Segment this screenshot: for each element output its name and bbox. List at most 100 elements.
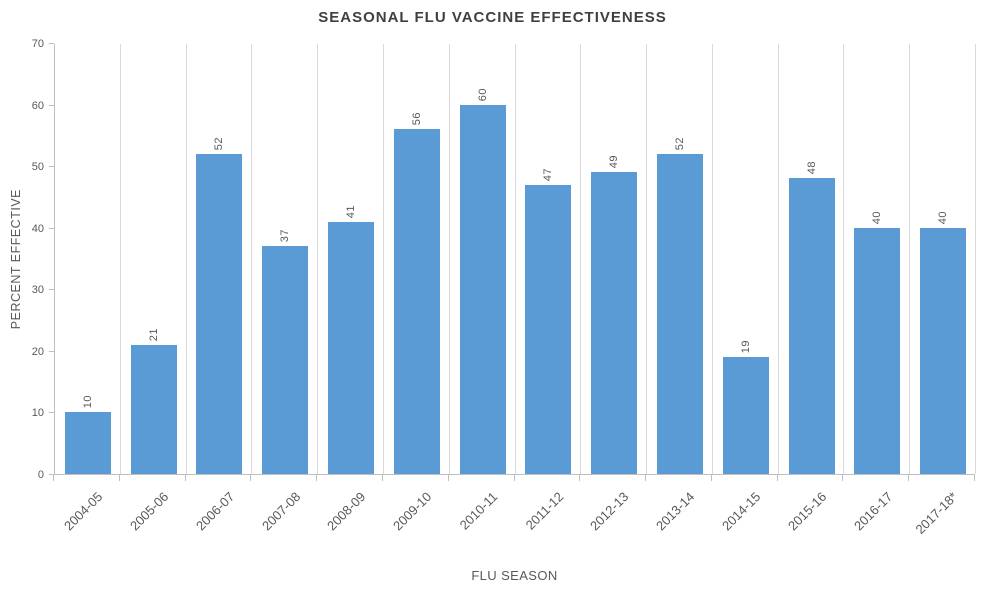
x-axis-tick xyxy=(645,475,647,481)
bar-value-label-wrap: 21 xyxy=(121,328,187,341)
bar-value-label: 40 xyxy=(937,210,950,224)
bar-2009-10 xyxy=(393,129,440,474)
y-tick-label: 50 xyxy=(31,161,44,174)
x-tick-label: 2008-09 xyxy=(324,489,369,534)
bar-value-label-wrap: 40 xyxy=(910,211,976,224)
bar-value-label: 37 xyxy=(279,228,292,242)
bar-2007-08 xyxy=(262,246,309,474)
bar-value-label: 47 xyxy=(542,167,555,181)
x-tick-label: 2007-08 xyxy=(258,489,303,534)
gridline xyxy=(382,44,384,474)
bar-value-label-wrap: 41 xyxy=(318,205,384,218)
bar-2015-16 xyxy=(788,178,835,474)
x-axis-title: FLU SEASON xyxy=(471,568,558,583)
chart-title: SEASONAL FLU VACCINE EFFECTIVENESS xyxy=(318,9,667,26)
y-tick-label: 40 xyxy=(31,222,44,235)
y-tick-label: 70 xyxy=(31,38,44,50)
bar-2014-15 xyxy=(722,357,769,474)
gridline xyxy=(711,44,713,474)
bar-2008-09 xyxy=(328,222,375,474)
gridline xyxy=(119,44,121,474)
y-axis-tick xyxy=(49,412,54,414)
bar-value-label: 19 xyxy=(739,339,752,353)
bar-value-label: 52 xyxy=(213,136,226,150)
x-tick-label: 2009-10 xyxy=(390,489,435,534)
x-axis-tick xyxy=(316,475,318,481)
bar-value-label: 60 xyxy=(476,87,489,101)
x-axis-tick xyxy=(842,475,844,481)
y-tick-label: 10 xyxy=(31,407,44,420)
bar-value-label-wrap: 60 xyxy=(450,88,516,101)
x-axis-tick xyxy=(250,475,252,481)
x-tick-label: 2015-16 xyxy=(784,489,830,534)
gridline xyxy=(317,44,319,474)
bar-value-label: 40 xyxy=(871,210,884,224)
bar-value-label: 48 xyxy=(805,160,818,174)
y-axis-tick xyxy=(49,227,54,229)
gridline xyxy=(514,44,516,474)
gridline xyxy=(646,44,648,474)
bar-2010-11 xyxy=(459,105,506,474)
y-axis-tick xyxy=(49,104,54,106)
bar-value-label-wrap: 19 xyxy=(713,340,779,353)
x-tick-label: 2017-18* xyxy=(912,489,961,537)
bar-value-label-wrap: 52 xyxy=(647,137,713,150)
bar-value-label-wrap: 52 xyxy=(187,137,253,150)
y-axis-tick xyxy=(49,43,54,44)
x-axis-tick xyxy=(118,475,120,481)
gridline xyxy=(975,44,976,474)
x-axis-tick xyxy=(381,475,383,481)
x-tick-label: 2004-05 xyxy=(61,489,106,534)
x-tick-label: 2016-17 xyxy=(850,489,895,534)
bar-2013-14 xyxy=(656,154,703,474)
bar-value-label-wrap: 47 xyxy=(516,168,582,181)
x-axis-tick xyxy=(513,475,515,481)
bar-value-label: 49 xyxy=(608,154,621,168)
x-tick-label: 2011-12 xyxy=(522,489,567,533)
x-axis-tick xyxy=(579,475,581,481)
y-tick-label: 20 xyxy=(31,345,44,358)
gridline xyxy=(580,44,582,474)
bar-value-label-wrap: 10 xyxy=(55,395,121,408)
bar-2016-17 xyxy=(854,228,901,474)
x-axis-tick xyxy=(447,475,449,481)
bar-value-label: 56 xyxy=(410,111,423,125)
x-axis-tick xyxy=(908,475,910,481)
bar-2012-13 xyxy=(591,172,638,474)
gridline xyxy=(777,44,779,474)
bar-value-label-wrap: 40 xyxy=(844,211,910,224)
gridline xyxy=(251,44,253,474)
y-axis-tick xyxy=(49,289,54,291)
gridline xyxy=(448,44,450,474)
x-tick-label: 2005-06 xyxy=(126,489,172,534)
bar-value-label-wrap: 37 xyxy=(252,229,318,242)
x-tick-label: 2010-11 xyxy=(456,489,501,533)
gridline xyxy=(909,44,911,474)
gridline xyxy=(185,44,187,474)
x-tick-label: 2014-15 xyxy=(719,489,764,534)
y-axis-tick xyxy=(49,474,54,475)
x-axis-tick xyxy=(710,475,712,481)
bar-value-label-wrap: 49 xyxy=(581,155,647,168)
x-axis-tick xyxy=(974,475,975,481)
y-tick-label: 30 xyxy=(31,284,44,297)
x-tick-label: 2006-07 xyxy=(192,489,238,534)
y-tick-label: 0 xyxy=(37,469,44,481)
bar-value-label: 21 xyxy=(147,327,160,341)
y-axis-tick xyxy=(49,350,54,352)
bar-value-label: 10 xyxy=(81,394,94,408)
plot-area: 10 21 52 37 41 56 60 47 49 52 19 48 40 40 xyxy=(54,44,976,475)
x-tick-label: 2013-14 xyxy=(653,489,698,534)
bar-2011-12 xyxy=(525,185,572,474)
bar-2005-06 xyxy=(130,345,177,474)
x-tick-label: 2012-13 xyxy=(587,489,632,534)
bar-2017-18* xyxy=(920,228,967,474)
bar-value-label: 41 xyxy=(345,204,358,218)
x-axis-tick xyxy=(184,475,186,481)
x-axis-tick xyxy=(776,475,778,481)
y-axis-title: PERCENT EFFECTIVE xyxy=(9,189,23,330)
y-axis-tick xyxy=(49,166,54,168)
bar-value-label-wrap: 56 xyxy=(384,112,450,125)
gridline xyxy=(843,44,845,474)
